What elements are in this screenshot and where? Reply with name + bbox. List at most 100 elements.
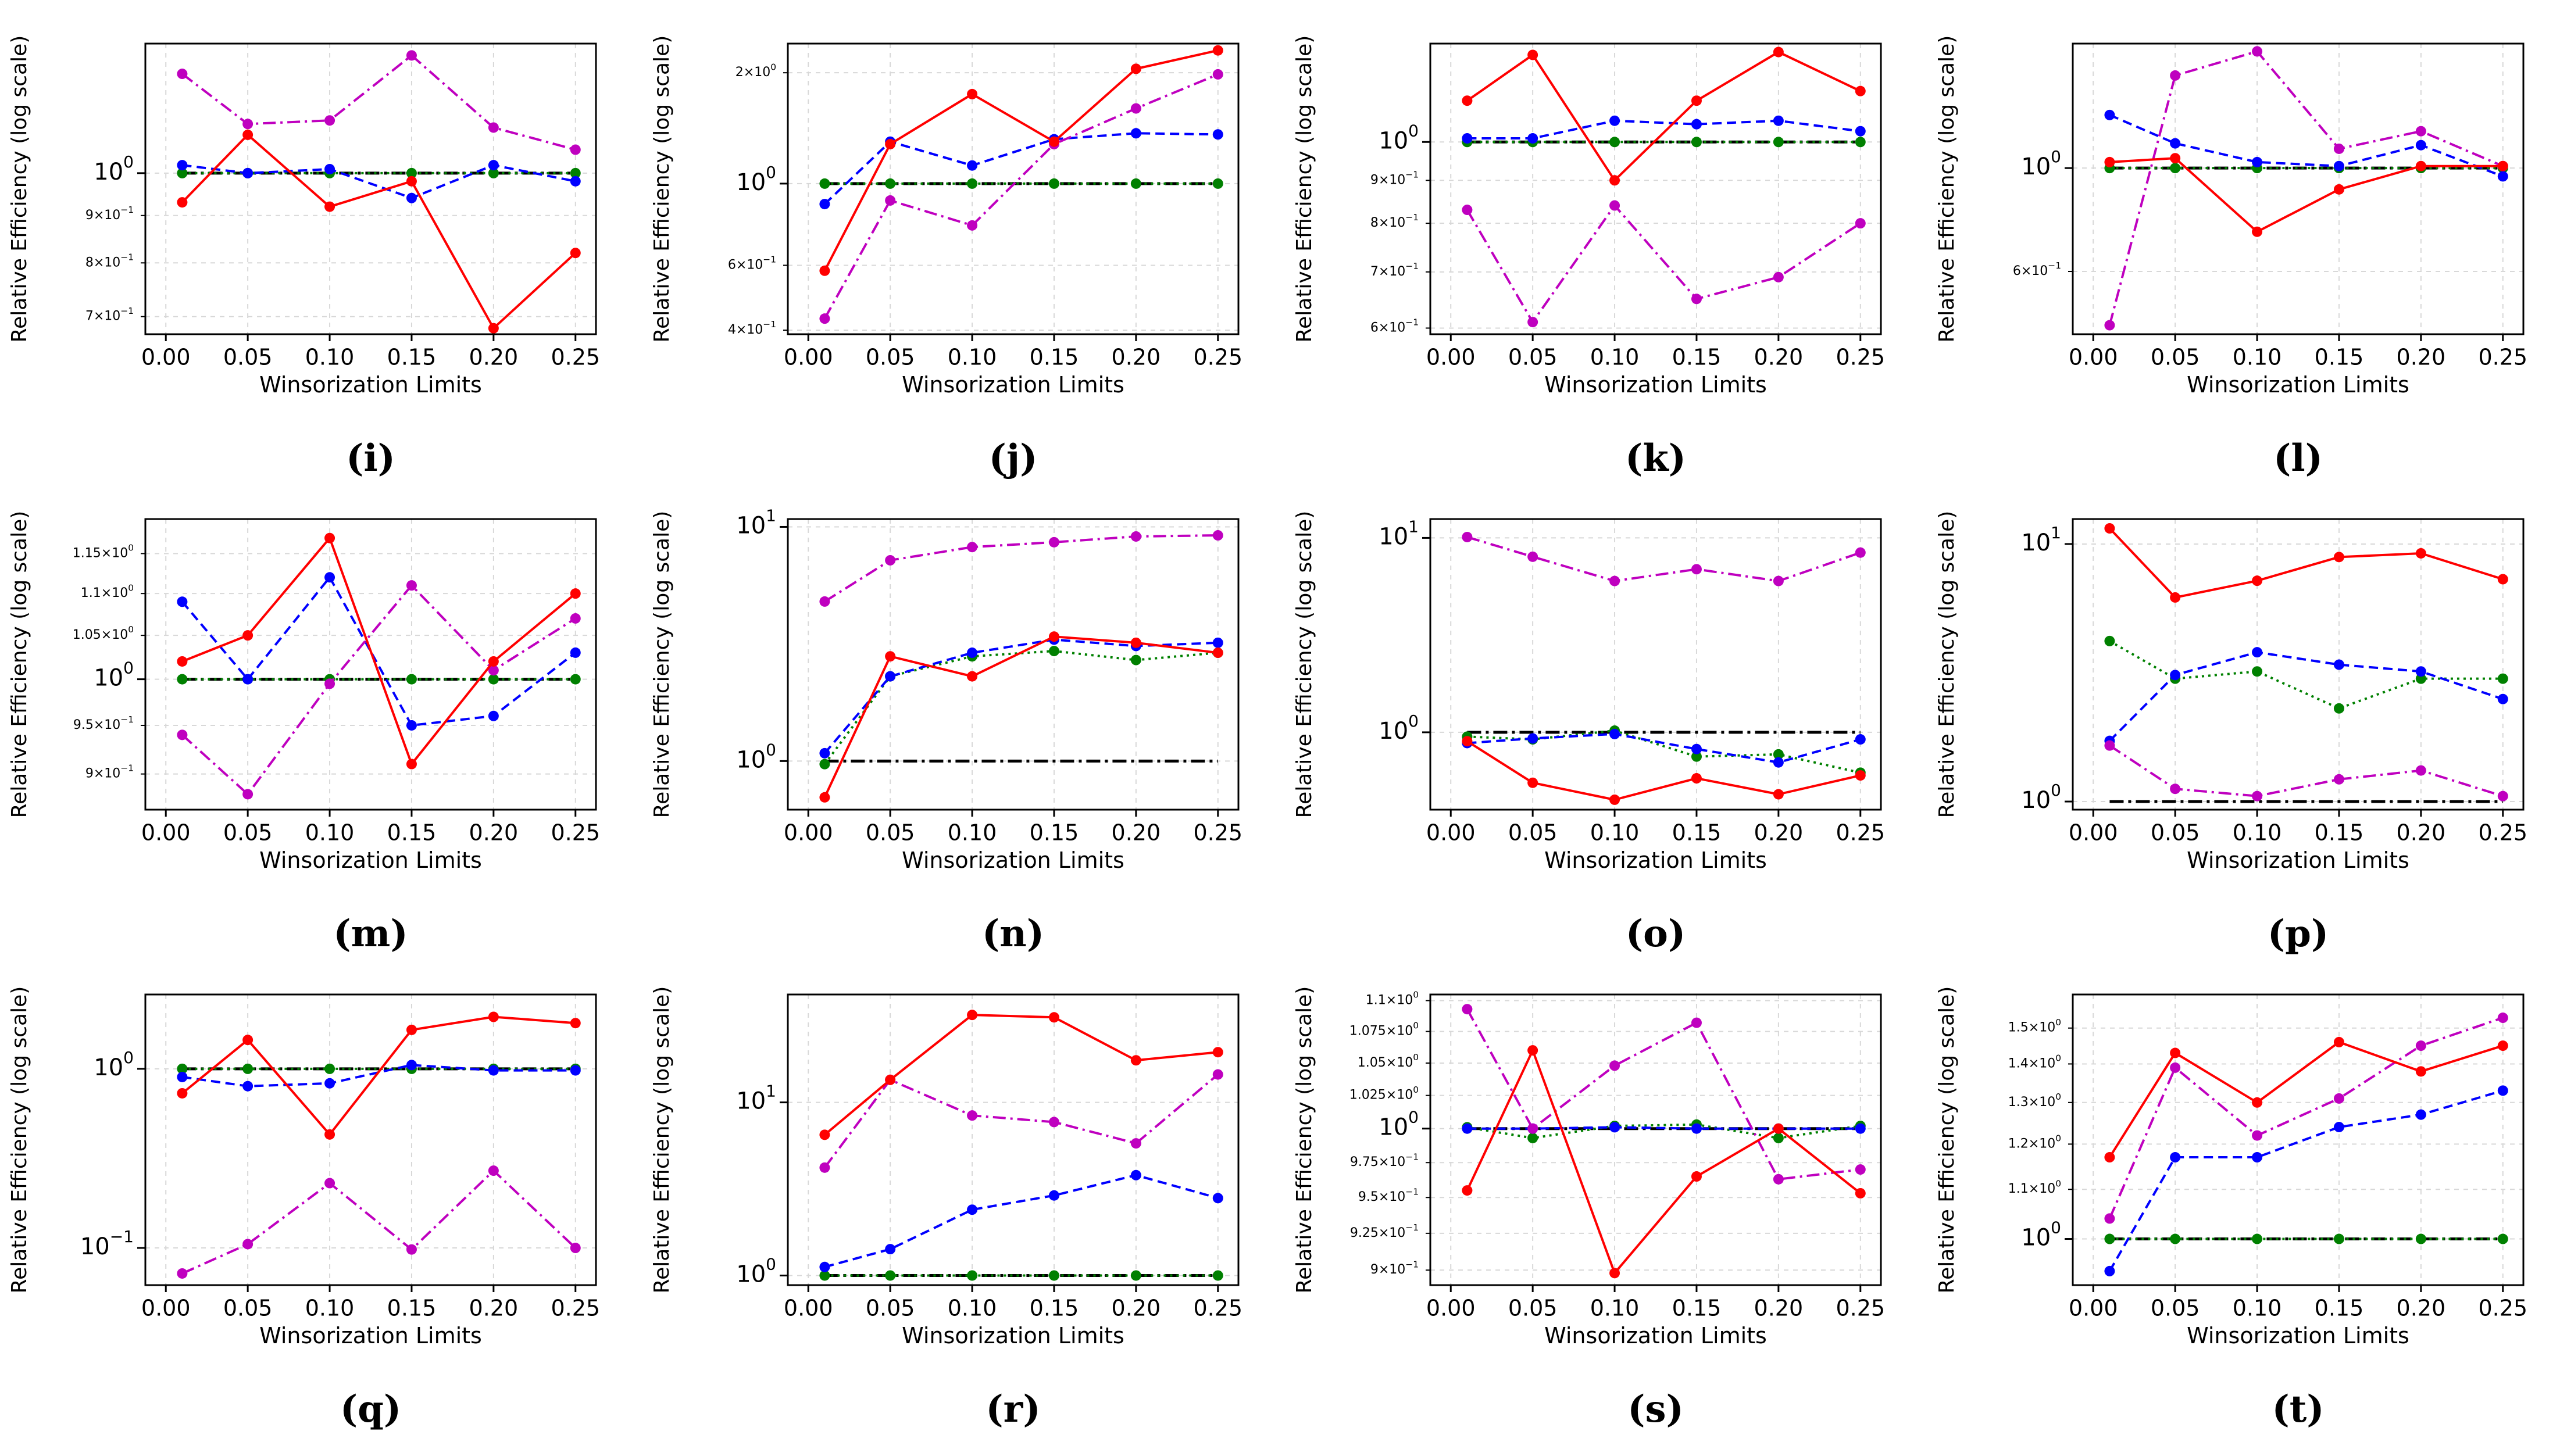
panel-caption: (s) bbox=[1627, 1387, 1684, 1431]
panel-o: 0.00 0.05 0.10 0.15 0.20 0.25 101 100 Winsorizat… bbox=[1293, 511, 1885, 956]
data-point-blue bbox=[1527, 133, 1538, 144]
x-tick-label: 0.05 bbox=[866, 820, 915, 846]
x-tick-label: 0.05 bbox=[223, 345, 273, 370]
x-tick-label: 0.15 bbox=[387, 345, 437, 370]
data-point-magenta bbox=[967, 542, 978, 553]
series-line-magenta bbox=[181, 1169, 577, 1275]
panel-caption: (m) bbox=[333, 912, 408, 956]
data-point-red bbox=[2415, 548, 2426, 559]
data-point-blue bbox=[1855, 1123, 1866, 1134]
data-point-red bbox=[2497, 1040, 2508, 1051]
data-point-red bbox=[570, 1018, 581, 1029]
data-point-magenta bbox=[324, 115, 335, 126]
data-point-red bbox=[2170, 592, 2181, 603]
panel-caption: (l) bbox=[2273, 437, 2323, 480]
data-point-magenta bbox=[1855, 547, 1866, 558]
data-point-green bbox=[1048, 1270, 1059, 1281]
data-point-magenta bbox=[2252, 1130, 2263, 1141]
data-point-red bbox=[2415, 160, 2426, 171]
y-tick-label: 101 bbox=[736, 1082, 776, 1115]
data-point-green bbox=[570, 674, 581, 685]
data-point-magenta bbox=[406, 1244, 417, 1255]
x-tick-label: 0.25 bbox=[1193, 820, 1242, 846]
data-point-blue bbox=[177, 160, 188, 171]
data-point-blue bbox=[1130, 128, 1141, 139]
y-tick-label: 100 bbox=[94, 1048, 134, 1081]
data-point-blue bbox=[2104, 109, 2115, 120]
series-line-blue bbox=[2108, 651, 2504, 742]
data-point-red bbox=[1212, 1047, 1223, 1058]
panel-k: 0.00 0.05 0.10 0.15 0.20 0.25 100 9×10−1 8×10−1 7… bbox=[1293, 35, 1885, 480]
panel-l: 0.00 0.05 0.10 0.15 0.20 0.25 100 6×10−1 Winsori… bbox=[1935, 35, 2527, 480]
data-point-magenta bbox=[2415, 126, 2426, 137]
data-point-red bbox=[1527, 49, 1538, 60]
data-point-red bbox=[2252, 226, 2263, 237]
y-tick-label: 100 bbox=[736, 1254, 776, 1287]
series-line-red bbox=[1466, 740, 1861, 801]
y-tick-label: 1.5×100 bbox=[2008, 1017, 2061, 1035]
panel-m: 0.00 0.05 0.10 0.15 0.20 0.25 1.15×100 1.1×100 1… bbox=[8, 511, 600, 956]
series-line-magenta bbox=[823, 1074, 1219, 1169]
series-line-red bbox=[1466, 51, 1861, 183]
x-tick-label: 0.05 bbox=[1508, 1296, 1558, 1321]
data-point-magenta bbox=[819, 313, 830, 324]
data-point-magenta bbox=[1609, 575, 1620, 586]
data-point-blue bbox=[2170, 138, 2181, 149]
data-point-green bbox=[1212, 178, 1223, 189]
data-point-magenta bbox=[1855, 218, 1866, 229]
data-point-blue bbox=[177, 596, 188, 607]
data-point-red bbox=[2415, 1066, 2426, 1077]
data-point-magenta bbox=[1130, 103, 1141, 114]
y-tick-label: 6×10−1 bbox=[2013, 260, 2061, 278]
data-point-green bbox=[2252, 666, 2263, 677]
y-tick-label: 6×10−1 bbox=[728, 254, 776, 272]
panel-caption: (r) bbox=[986, 1387, 1040, 1431]
y-axis-label: Relative Efficiency (log scale) bbox=[1935, 511, 1959, 818]
x-tick-label: 0.20 bbox=[2397, 345, 2446, 370]
data-point-green bbox=[2415, 1233, 2426, 1244]
data-point-magenta bbox=[1691, 564, 1702, 575]
data-point-green bbox=[406, 674, 417, 685]
panel-q: 0.00 0.05 0.10 0.15 0.20 0.25 100 10−1 Winsoriza… bbox=[8, 986, 600, 1431]
series-line-magenta bbox=[181, 584, 576, 796]
data-point-green bbox=[1691, 137, 1702, 148]
x-tick-label: 0.10 bbox=[948, 820, 997, 846]
data-point-blue bbox=[2252, 647, 2263, 658]
x-axis-label: Winsorization Limits bbox=[2187, 1323, 2409, 1348]
data-point-red bbox=[885, 651, 896, 662]
data-point-magenta bbox=[2415, 1040, 2426, 1051]
x-tick-label: 0.25 bbox=[551, 1296, 600, 1321]
y-tick-label: 9.25×10−1 bbox=[1350, 1222, 1419, 1240]
data-point-blue bbox=[885, 671, 896, 682]
data-point-blue bbox=[2497, 693, 2508, 704]
data-point-red bbox=[324, 1129, 335, 1140]
data-point-blue bbox=[177, 1071, 188, 1082]
data-point-red bbox=[1462, 95, 1473, 106]
panel-caption: (o) bbox=[1626, 912, 1686, 956]
data-point-red bbox=[177, 656, 188, 667]
data-point-magenta bbox=[1773, 575, 1784, 586]
x-tick-label: 0.15 bbox=[387, 820, 437, 846]
series-line-magenta bbox=[2108, 50, 2504, 326]
x-tick-label: 0.05 bbox=[1508, 345, 1558, 370]
y-tick-label: 100 bbox=[736, 163, 776, 196]
y-tick-label: 8×10−1 bbox=[1370, 212, 1419, 230]
series-line-green bbox=[1467, 1123, 1861, 1139]
panel-caption: (n) bbox=[982, 912, 1044, 956]
data-point-red bbox=[1773, 789, 1784, 800]
data-point-blue bbox=[1527, 733, 1538, 744]
data-point-red bbox=[819, 1129, 830, 1140]
data-point-magenta bbox=[1609, 200, 1620, 211]
series-line-magenta bbox=[1466, 536, 1861, 582]
series-line-blue bbox=[823, 638, 1218, 754]
data-point-red bbox=[1048, 1012, 1059, 1023]
plot-frame bbox=[1429, 993, 1882, 1286]
series-line-red bbox=[181, 133, 577, 330]
x-tick-label: 0.25 bbox=[2478, 345, 2527, 370]
data-point-blue bbox=[488, 160, 499, 171]
data-point-magenta bbox=[1130, 1138, 1141, 1149]
data-point-magenta bbox=[1527, 317, 1538, 328]
data-point-red bbox=[1130, 637, 1141, 648]
x-tick-label: 0.05 bbox=[2151, 1296, 2200, 1321]
data-point-blue bbox=[819, 199, 830, 210]
